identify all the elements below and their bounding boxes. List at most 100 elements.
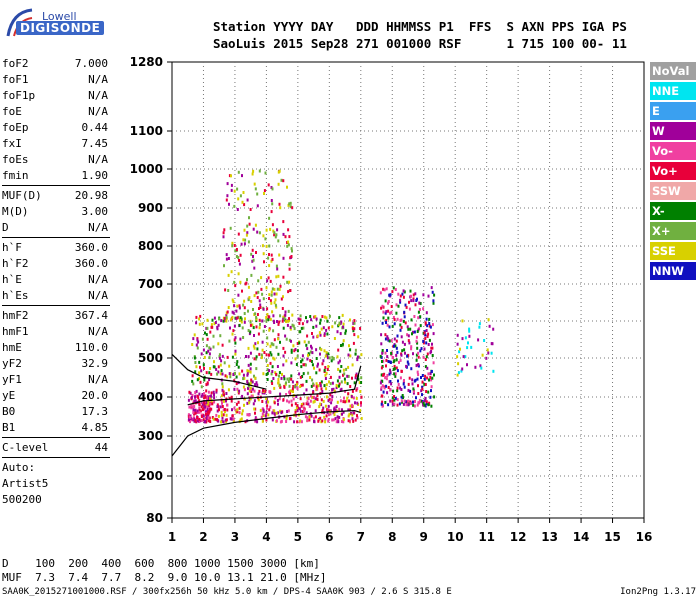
echo-point [352,396,355,400]
echo-point [282,363,285,367]
echo-point [359,390,362,393]
echo-point [407,399,410,403]
echo-point [246,401,249,405]
echo-point [304,363,307,367]
echo-point [274,396,277,400]
echo-point [262,307,265,311]
echo-point [272,329,275,333]
echo-point [380,366,383,370]
echo-point [328,356,331,360]
echo-point [240,242,243,246]
param-value: N/A [88,325,108,338]
echo-point [393,364,396,368]
echo-point [322,326,325,330]
param-name: fmin [2,169,29,182]
echo-point [325,371,328,375]
echo-point [208,352,211,356]
echo-point [397,383,400,386]
echo-point [225,392,228,395]
echo-point [205,371,208,375]
echo-point [314,409,317,413]
echo-point [236,304,239,308]
echo-point [405,403,408,407]
echo-point [409,327,412,331]
echo-point [324,373,327,377]
echo-point [240,317,243,321]
echo-point [194,391,197,394]
echo-point [286,244,289,248]
echo-point [262,372,265,376]
echo-point [208,356,211,360]
echo-point [337,418,339,422]
echo-point [492,369,495,373]
echo-point [225,257,228,261]
echo-point [311,332,313,335]
echo-point [278,374,280,378]
echo-point [385,321,387,324]
echo-point [233,189,236,193]
echo-point [248,401,251,405]
echo-point [277,239,280,243]
echo-point [234,349,237,353]
echo-point [402,396,404,400]
echo-point [238,372,241,376]
echo-point [247,369,250,373]
echo-point [201,393,204,396]
echo-point [261,319,264,323]
echo-point [338,359,341,363]
legend-item: Vo+ [650,162,696,180]
echo-point [268,253,270,256]
echo-point [299,385,302,388]
echo-point [354,376,357,380]
echo-point [273,292,276,296]
echo-point [487,351,490,355]
station-header: Station YYYY DAY DDD HHMMSS P1 FFS S AXN… [213,18,627,52]
legend-item: X+ [650,222,696,240]
echo-point [260,287,263,291]
echo-point [381,349,384,352]
echo-point [202,418,205,422]
echo-point [287,240,290,244]
echo-point [192,337,195,341]
echo-point [429,375,432,379]
echo-point [262,408,265,412]
echo-point [410,347,413,351]
echo-point [237,197,240,201]
echo-point [393,402,396,406]
param-value: 44 [94,441,108,454]
echo-point [243,228,246,232]
echo-point [198,317,201,321]
echo-point [460,369,463,373]
echo-point [238,406,241,410]
echo-point [423,399,426,403]
echo-point [295,405,298,409]
echo-point [244,317,246,321]
echo-point [492,327,495,331]
echo-point [277,322,280,326]
echo-point [308,404,311,408]
echo-point [208,346,211,350]
echo-point [390,310,393,314]
echo-point [244,238,247,242]
echo-point [250,300,253,303]
echo-point [304,415,307,419]
echo-point [228,396,231,400]
echo-point [198,402,201,406]
echo-point [243,312,246,315]
echo-point [217,323,220,327]
echo-point [239,418,242,422]
echo-point [341,313,344,317]
echo-point [298,372,301,376]
echo-point [415,363,418,367]
echo-point [342,325,344,329]
echo-point [355,372,358,376]
echo-point [328,380,330,384]
echo-point [357,377,360,381]
echo-point [414,303,417,307]
echo-point [196,378,199,382]
echo-point [309,315,312,318]
echo-point [208,378,211,382]
echo-point [405,364,408,368]
echo-point [230,417,233,421]
echo-point [333,337,336,340]
